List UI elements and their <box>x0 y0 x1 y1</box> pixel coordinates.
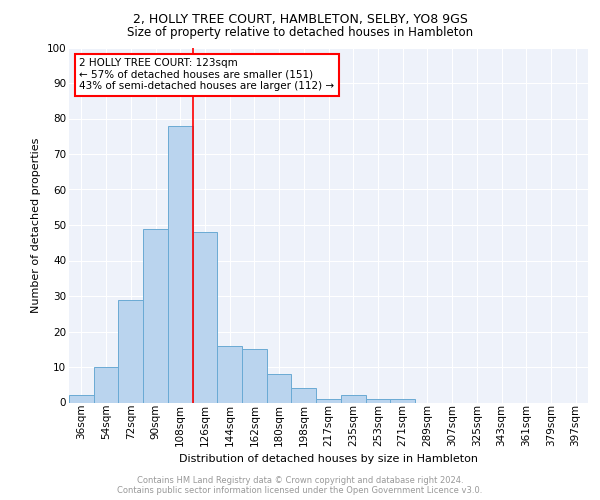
Bar <box>292 388 316 402</box>
Bar <box>267 374 292 402</box>
Bar <box>341 396 365 402</box>
Bar <box>94 367 118 402</box>
Bar <box>193 232 217 402</box>
Y-axis label: Number of detached properties: Number of detached properties <box>31 138 41 312</box>
Bar <box>316 399 341 402</box>
Text: Contains public sector information licensed under the Open Government Licence v3: Contains public sector information licen… <box>118 486 482 495</box>
X-axis label: Distribution of detached houses by size in Hambleton: Distribution of detached houses by size … <box>179 454 478 464</box>
Bar <box>69 396 94 402</box>
Bar <box>118 300 143 403</box>
Bar <box>390 399 415 402</box>
Bar <box>143 228 168 402</box>
Text: 2 HOLLY TREE COURT: 123sqm
← 57% of detached houses are smaller (151)
43% of sem: 2 HOLLY TREE COURT: 123sqm ← 57% of deta… <box>79 58 335 92</box>
Text: Contains HM Land Registry data © Crown copyright and database right 2024.: Contains HM Land Registry data © Crown c… <box>137 476 463 485</box>
Bar <box>242 349 267 403</box>
Text: 2, HOLLY TREE COURT, HAMBLETON, SELBY, YO8 9GS: 2, HOLLY TREE COURT, HAMBLETON, SELBY, Y… <box>133 12 467 26</box>
Bar <box>365 399 390 402</box>
Text: Size of property relative to detached houses in Hambleton: Size of property relative to detached ho… <box>127 26 473 39</box>
Bar <box>168 126 193 402</box>
Bar <box>217 346 242 403</box>
